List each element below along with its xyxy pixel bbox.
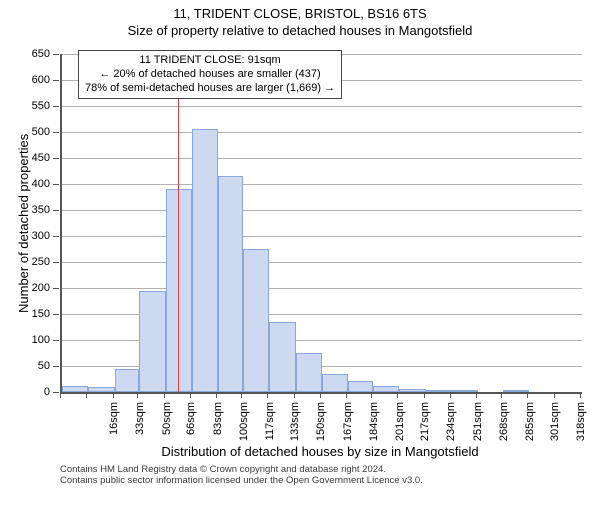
gridline: [62, 106, 582, 107]
x-tick-mark: [397, 392, 398, 398]
y-tick-mark: [53, 314, 59, 315]
gridline: [62, 262, 582, 263]
y-tick-mark: [53, 158, 59, 159]
x-tick-mark: [164, 392, 165, 398]
x-tick-mark: [476, 392, 477, 398]
annotation-line2: ← 20% of detached houses are smaller (43…: [85, 68, 335, 82]
histogram-bar: [348, 381, 373, 392]
histogram-bar: [426, 390, 452, 392]
y-tick-mark: [53, 106, 59, 107]
histogram-bar: [373, 386, 399, 392]
histogram-bar: [139, 291, 165, 392]
gridline: [62, 288, 582, 289]
y-tick-label: 400: [0, 178, 50, 190]
x-tick-mark: [216, 392, 217, 398]
histogram-bar: [399, 389, 425, 392]
chart-subtitle: Size of property relative to detached ho…: [0, 23, 600, 38]
histogram-bar: [192, 129, 218, 392]
x-tick-mark: [580, 392, 581, 398]
y-tick-mark: [53, 392, 59, 393]
histogram-bar: [62, 386, 88, 392]
y-tick-label: 50: [0, 360, 50, 372]
chart-container: 11, TRIDENT CLOSE, BRISTOL, BS16 6TS Siz…: [0, 6, 600, 506]
histogram-bar: [243, 249, 269, 392]
histogram-bar: [452, 390, 478, 392]
x-tick-mark: [294, 392, 295, 398]
y-tick-mark: [53, 210, 59, 211]
y-tick-mark: [53, 236, 59, 237]
y-tick-mark: [53, 184, 59, 185]
y-tick-mark: [53, 366, 59, 367]
annotation-box: 11 TRIDENT CLOSE: 91sqm ← 20% of detache…: [78, 50, 342, 99]
histogram-bar: [115, 369, 140, 392]
y-tick-label: 350: [0, 204, 50, 216]
annotation-line3: 78% of semi-detached houses are larger (…: [85, 82, 335, 96]
chart-title: 11, TRIDENT CLOSE, BRISTOL, BS16 6TS: [0, 6, 600, 21]
y-tick-label: 550: [0, 100, 50, 112]
gridline: [62, 132, 582, 133]
x-tick-mark: [60, 392, 61, 398]
x-tick-mark: [424, 392, 425, 398]
y-tick-mark: [53, 340, 59, 341]
x-tick-mark: [371, 392, 372, 398]
x-tick-mark: [137, 392, 138, 398]
histogram-bar: [269, 322, 295, 392]
plot-area: [60, 54, 582, 394]
gridline: [62, 158, 582, 159]
y-tick-label: 300: [0, 230, 50, 242]
y-tick-mark: [53, 54, 59, 55]
x-tick-mark: [113, 392, 114, 398]
histogram-bar: [88, 387, 114, 392]
gridline: [62, 184, 582, 185]
y-tick-label: 500: [0, 126, 50, 138]
histogram-bar: [503, 390, 529, 392]
x-tick-mark: [346, 392, 347, 398]
y-tick-mark: [53, 288, 59, 289]
annotation-line1: 11 TRIDENT CLOSE: 91sqm: [85, 54, 335, 68]
y-tick-label: 100: [0, 334, 50, 346]
histogram-bar: [296, 353, 322, 392]
y-tick-mark: [53, 262, 59, 263]
footer-line1: Contains HM Land Registry data © Crown c…: [60, 464, 423, 475]
property-marker-line: [178, 54, 179, 392]
x-axis-label: Distribution of detached houses by size …: [60, 444, 580, 459]
gridline: [62, 210, 582, 211]
x-tick-mark: [267, 392, 268, 398]
y-tick-label: 650: [0, 48, 50, 60]
y-tick-mark: [53, 132, 59, 133]
x-tick-mark: [190, 392, 191, 398]
y-tick-label: 250: [0, 256, 50, 268]
x-tick-mark: [450, 392, 451, 398]
y-tick-label: 150: [0, 308, 50, 320]
y-tick-mark: [53, 80, 59, 81]
y-tick-label: 200: [0, 282, 50, 294]
y-tick-label: 0: [0, 386, 50, 398]
histogram-bar: [218, 176, 243, 392]
y-tick-label: 450: [0, 152, 50, 164]
histogram-bar: [322, 374, 348, 392]
x-tick-mark: [501, 392, 502, 398]
x-tick-mark: [320, 392, 321, 398]
x-tick-mark: [554, 392, 555, 398]
footer: Contains HM Land Registry data © Crown c…: [60, 464, 423, 487]
x-tick-mark: [241, 392, 242, 398]
x-tick-mark: [527, 392, 528, 398]
x-tick-mark: [86, 392, 87, 398]
gridline: [62, 236, 582, 237]
footer-line2: Contains public sector information licen…: [60, 475, 423, 486]
y-tick-label: 600: [0, 74, 50, 86]
